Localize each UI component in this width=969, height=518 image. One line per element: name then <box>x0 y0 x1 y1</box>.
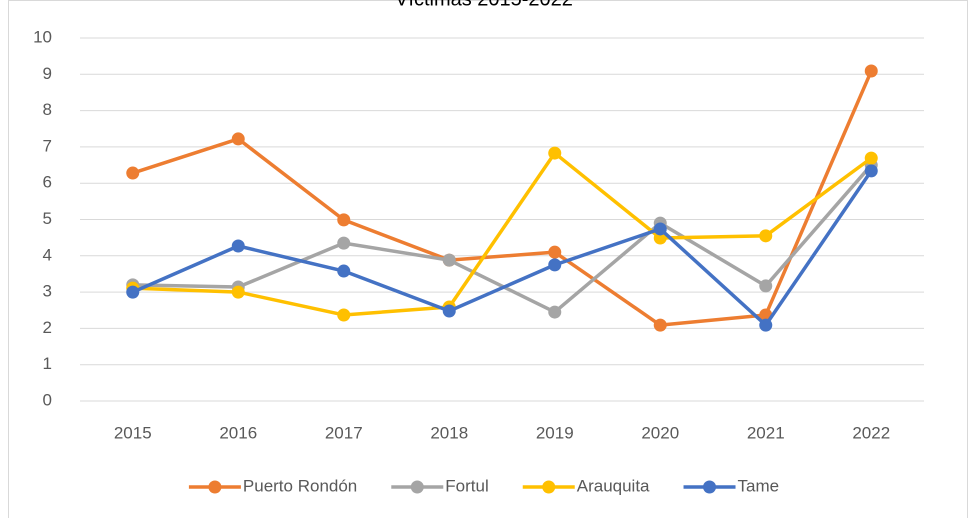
point <box>231 285 245 299</box>
point <box>759 318 773 332</box>
legend-label: Fortul <box>445 476 488 495</box>
y-tick-label: 10 <box>33 27 52 46</box>
point <box>864 164 878 178</box>
point <box>548 305 562 319</box>
point <box>442 253 456 267</box>
y-tick-label: 4 <box>43 245 52 264</box>
point <box>653 231 667 245</box>
point <box>231 239 245 253</box>
x-tick-label: 2017 <box>325 423 363 442</box>
x-tick-label: 2019 <box>536 423 574 442</box>
point <box>548 245 562 259</box>
y-tick-label: 7 <box>43 136 52 155</box>
legend-marker <box>542 480 556 494</box>
point <box>759 229 773 243</box>
y-tick-label: 2 <box>43 318 52 337</box>
chart-title: Víctimas 2015-2022 <box>395 0 573 10</box>
y-tick-label: 6 <box>43 173 52 192</box>
point <box>337 308 351 322</box>
x-tick-label: 2016 <box>219 423 257 442</box>
point <box>126 285 140 299</box>
point <box>653 318 667 332</box>
point <box>337 264 351 278</box>
point <box>759 279 773 293</box>
legend-item: Arauquita <box>522 476 650 495</box>
point <box>864 151 878 165</box>
point <box>337 236 351 250</box>
point <box>337 213 351 227</box>
legend-marker <box>703 480 717 494</box>
legend-label: Tame <box>738 476 780 495</box>
legend-item: Fortul <box>391 476 489 495</box>
legend-item: Tame <box>683 476 780 495</box>
y-tick-label: 8 <box>43 100 52 119</box>
point <box>126 166 140 180</box>
point <box>548 258 562 272</box>
series-line <box>132 169 873 327</box>
y-tick-label: 9 <box>43 64 52 83</box>
x-tick-label: 2018 <box>430 423 468 442</box>
point <box>548 146 562 160</box>
legend-item: Puerto Rondón <box>188 476 357 495</box>
x-tick-label: 2015 <box>114 423 152 442</box>
y-tick-label: 1 <box>43 354 52 373</box>
x-tick-label: 2021 <box>747 423 785 442</box>
series-line <box>132 151 873 317</box>
point <box>864 64 878 78</box>
y-tick-label: 0 <box>43 390 52 409</box>
point <box>442 304 456 318</box>
chart-border <box>8 0 968 518</box>
series-line <box>132 70 873 327</box>
x-tick-label: 2020 <box>641 423 679 442</box>
legend-label: Puerto Rondón <box>243 476 357 495</box>
legend-marker <box>208 480 222 494</box>
point <box>653 222 667 236</box>
y-tick-label: 5 <box>43 209 52 228</box>
x-tick-label: 2022 <box>852 423 890 442</box>
legend-label: Arauquita <box>577 476 650 495</box>
y-tick-label: 3 <box>43 282 52 301</box>
point <box>231 132 245 146</box>
legend-marker <box>410 480 424 494</box>
